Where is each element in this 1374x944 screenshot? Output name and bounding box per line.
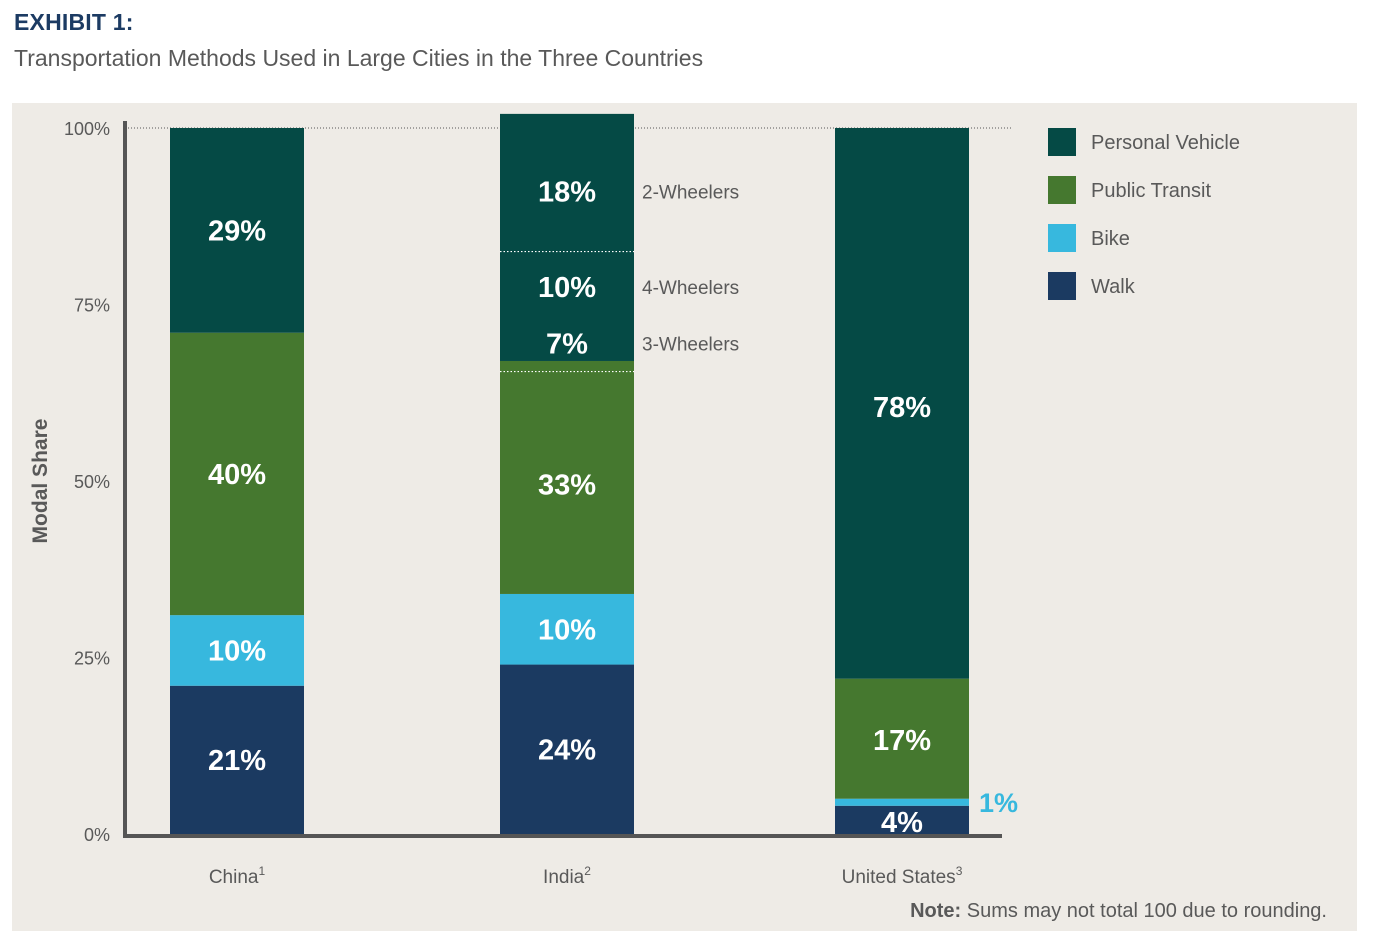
bar-united-states-public-transit xyxy=(835,678,969,799)
data-label: 4% xyxy=(881,807,923,839)
bar-china-personal-vehicle xyxy=(170,128,304,333)
bar-united-states-personal-vehicle xyxy=(835,128,969,679)
bar-china-bike xyxy=(170,615,304,686)
chart-title: Transportation Methods Used in Large Cit… xyxy=(14,45,704,71)
legend-swatch-personal-vehicle xyxy=(1048,128,1076,156)
data-label: 21% xyxy=(208,745,266,777)
y-tick-label: 50% xyxy=(74,472,110,492)
note-label: Note: xyxy=(910,900,962,922)
data-label: 78% xyxy=(873,392,931,424)
y-tick-label: 100% xyxy=(64,119,110,139)
y-tick-label: 25% xyxy=(74,649,110,669)
data-label: 29% xyxy=(208,215,266,247)
bar-india-personal-vehicle xyxy=(500,113,634,361)
note-text: Sums may not total 100 due to rounding. xyxy=(966,900,1327,922)
chart-note: Note: Sums may not total 100 due to roun… xyxy=(910,900,1327,923)
data-label: 10% xyxy=(538,614,596,646)
bar-india-public-transit xyxy=(500,360,634,594)
stacked-bar-chart: 0%25%50%75%100%Modal Share21%10%40%29%24… xyxy=(29,113,1240,888)
legend-label-public-transit: Public Transit xyxy=(1091,180,1211,202)
footnote-marker: 2 xyxy=(584,864,591,878)
bar-united-states-walk xyxy=(835,805,969,834)
data-label: 10% xyxy=(208,635,266,667)
india-breakdown-label-3-wheelers: 3-Wheelers xyxy=(642,334,739,355)
data-label: 33% xyxy=(538,470,596,502)
data-label: 18% xyxy=(538,177,596,209)
india-breakdown-label-2-wheelers: 2-Wheelers xyxy=(642,183,739,204)
india-breakdown-label-4-wheelers: 4-Wheelers xyxy=(642,278,739,299)
legend-swatch-walk xyxy=(1048,272,1076,300)
x-category-label-india: India2 xyxy=(543,864,591,888)
footnote-marker: 1 xyxy=(258,864,265,878)
bar-china-walk xyxy=(170,685,304,834)
legend-label-walk: Walk xyxy=(1091,276,1136,298)
legend-swatch-public-transit xyxy=(1048,176,1076,204)
data-label: 24% xyxy=(538,734,596,766)
x-category-label-united-states: United States3 xyxy=(842,864,963,888)
data-label: 17% xyxy=(873,725,931,757)
data-label: 7% xyxy=(546,328,588,360)
chart-panel: 0% 25% 50% 75% 100% Modal Share 21% 10% 40% 29% 24… xyxy=(12,103,1357,931)
bar-india-bike xyxy=(500,593,634,665)
exhibit-label: EXHIBIT 1: xyxy=(14,9,134,35)
data-label-us-bike: 1% xyxy=(979,788,1018,818)
data-label: 10% xyxy=(538,272,596,304)
y-tick-label: 0% xyxy=(84,825,110,845)
bar-united-states-bike xyxy=(835,798,969,806)
legend-label-personal-vehicle: Personal Vehicle xyxy=(1091,132,1240,154)
y-tick-label: 75% xyxy=(74,296,110,316)
footnote-marker: 3 xyxy=(956,864,963,878)
data-label: 40% xyxy=(208,459,266,491)
bar-china-public-transit xyxy=(170,332,304,616)
legend-swatch-bike xyxy=(1048,224,1076,252)
bar-india-walk xyxy=(500,664,634,834)
x-category-label-china: China1 xyxy=(209,864,266,888)
legend-label-bike: Bike xyxy=(1091,228,1130,250)
y-axis-title: Modal Share xyxy=(29,419,52,544)
